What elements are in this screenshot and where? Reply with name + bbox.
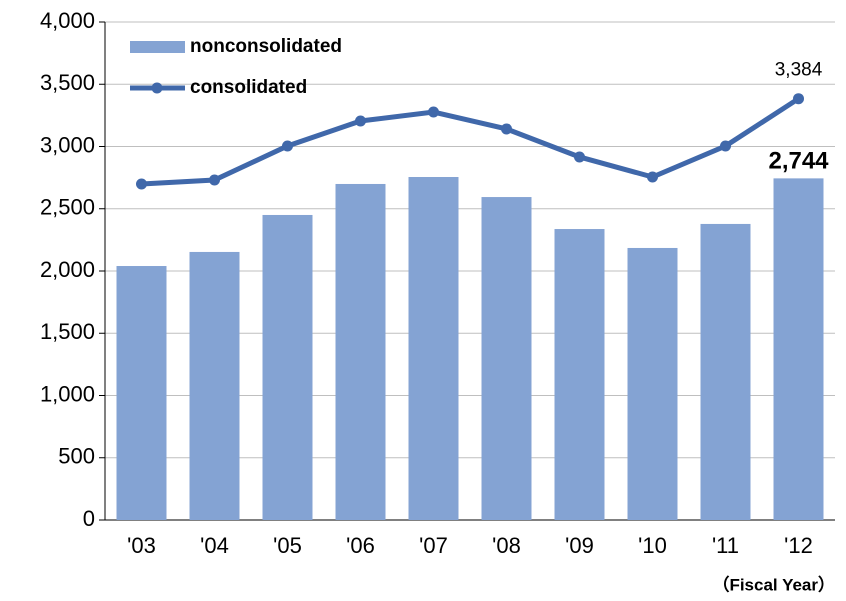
x-tick-label: '12 <box>784 533 813 558</box>
x-tick-label: '05 <box>273 533 302 558</box>
y-tick-label: 4,000 <box>40 8 95 33</box>
bar <box>627 247 678 520</box>
line-point <box>428 106 439 118</box>
x-tick-label: '03 <box>127 533 156 558</box>
y-tick-label: 1,500 <box>40 319 95 344</box>
bar <box>481 197 532 520</box>
x-tick-label: '09 <box>565 533 594 558</box>
line-point <box>136 178 147 190</box>
bar <box>189 251 240 520</box>
line-point <box>720 140 731 152</box>
line-point <box>501 123 512 135</box>
line-point <box>647 171 658 183</box>
legend-marker <box>151 82 163 94</box>
line-point <box>209 174 220 186</box>
y-tick-label: 1,000 <box>40 381 95 406</box>
line-point <box>282 140 293 152</box>
x-tick-label: '04 <box>200 533 229 558</box>
legend-label: nonconsolidated <box>190 36 342 57</box>
x-tick-label: '11 <box>712 533 739 558</box>
legend-label: consolidated <box>190 77 307 98</box>
bar <box>262 214 313 520</box>
y-tick-label: 3,000 <box>40 132 95 157</box>
y-tick-label: 500 <box>58 444 95 469</box>
bar <box>700 223 751 520</box>
x-tick-label: '07 <box>419 533 448 558</box>
line-value-label: 3,384 <box>775 60 823 81</box>
x-tick-label: '06 <box>346 533 375 558</box>
bar <box>773 178 824 520</box>
y-tick-label: 0 <box>83 506 95 531</box>
legend-swatch <box>130 41 185 53</box>
x-tick-label: '10 <box>638 533 667 558</box>
y-tick-label: 2,500 <box>40 195 95 220</box>
x-tick-label: '08 <box>492 533 521 558</box>
bar <box>335 183 386 521</box>
bar <box>408 177 459 520</box>
x-axis-label: （Fiscal Year） <box>712 574 835 594</box>
line-point <box>574 151 585 163</box>
bar <box>554 229 605 520</box>
line-point <box>355 115 366 127</box>
bar-value-label: 2,744 <box>768 148 829 175</box>
bar <box>116 266 167 520</box>
y-tick-label: 2,000 <box>40 257 95 282</box>
line-point <box>793 93 804 105</box>
line <box>141 96 800 187</box>
y-tick-label: 3,500 <box>40 70 95 95</box>
